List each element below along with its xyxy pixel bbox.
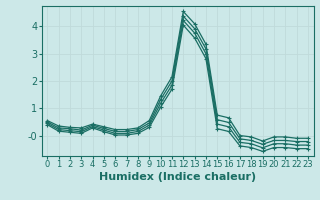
X-axis label: Humidex (Indice chaleur): Humidex (Indice chaleur) [99,172,256,182]
